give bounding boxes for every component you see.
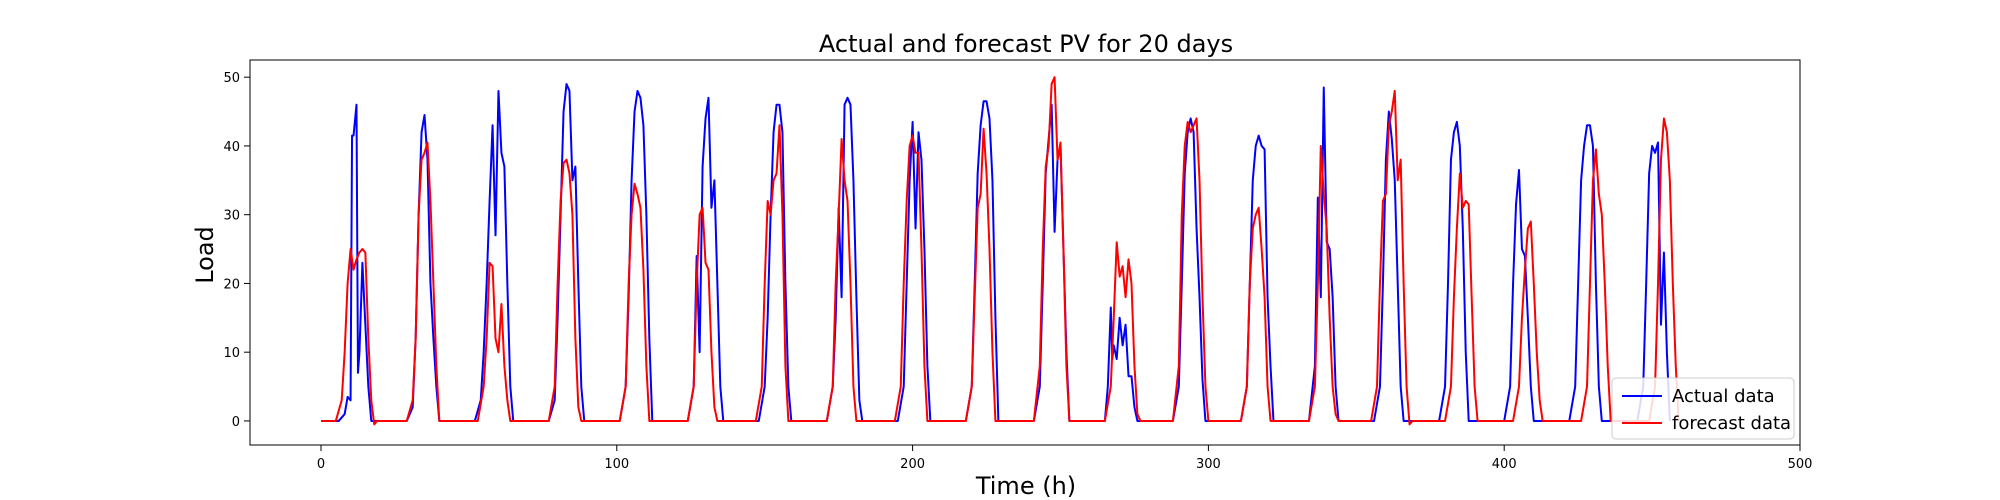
plot-area-frame [249,59,1801,446]
plot-area [320,76,1680,426]
chart-title: Actual and forecast PV for 20 days [819,30,1233,58]
x-tick-label: 100 [604,457,629,472]
x-axis-label: Time (h) [975,472,1076,500]
y-tick-label: 30 [223,209,240,224]
legend-label: Actual data [1672,386,1775,407]
y-tick-label: 50 [223,71,240,86]
legend: Actual data forecast data [1611,377,1795,440]
x-tick-label: 0 [317,457,325,472]
x-axis: 0 100 200 300 400 500 [317,445,1813,472]
x-tick-label: 200 [900,457,925,472]
y-tick-label: 10 [223,346,240,361]
y-axis-label: Load [191,226,219,284]
legend-label: forecast data [1672,413,1791,434]
y-tick-label: 0 [232,415,240,430]
x-tick-label: 500 [1788,457,1813,472]
x-tick-label: 400 [1492,457,1517,472]
x-tick-label: 300 [1196,457,1221,472]
series-line-forecast [320,76,1680,426]
y-tick-label: 40 [223,140,240,155]
y-axis: 0 10 20 30 40 50 [223,71,250,430]
y-tick-label: 20 [223,277,240,292]
